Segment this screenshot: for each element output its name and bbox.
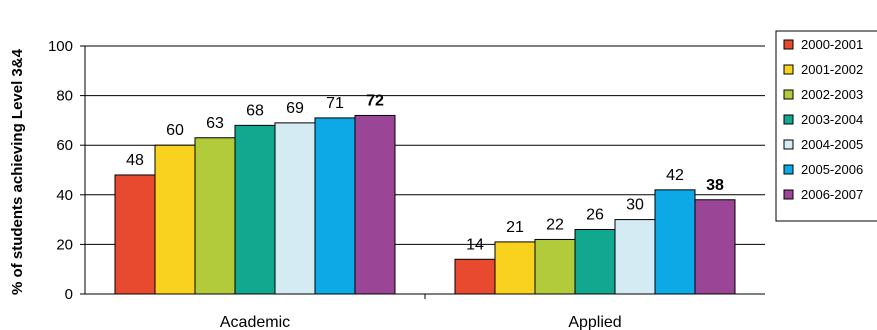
y-tick-label: 40 — [56, 187, 73, 204]
data-label: 14 — [466, 236, 484, 253]
bar-applied-2002-2003 — [534, 238, 576, 295]
category-labels: Academic Applied — [220, 314, 622, 330]
data-label: 72 — [366, 92, 384, 109]
bar-academic-2001-2002 — [154, 144, 196, 295]
legend-swatch — [783, 189, 794, 200]
legend-swatch — [783, 139, 794, 150]
axes — [84, 46, 765, 299]
y-tick-label: 20 — [56, 236, 73, 253]
data-label: 30 — [626, 197, 644, 214]
y-axis-label: % of students achieving Level 3&4 — [9, 48, 26, 295]
y-tick-label: 80 — [56, 88, 73, 105]
legend-label: 2002-2003 — [801, 87, 863, 102]
bar-academic-2005-2006 — [314, 117, 356, 295]
y-tick-label: 60 — [56, 137, 73, 154]
y-tick-label: 100 — [48, 38, 73, 55]
legend-label: 2000-2001 — [801, 37, 863, 52]
data-label: 38 — [706, 177, 724, 194]
legend-box — [775, 30, 877, 222]
data-label: 60 — [166, 122, 184, 139]
legend-label: 2005-2006 — [801, 162, 863, 177]
bar-applied-2006-2007 — [694, 199, 736, 295]
bar-academic-2006-2007 — [354, 114, 396, 295]
bar-applied-2005-2006 — [654, 189, 696, 295]
data-label: 26 — [586, 207, 604, 224]
legend: 2000-2001 2001-2002 2002-2003 2003-2004 2004… — [775, 30, 877, 222]
data-label: 48 — [126, 152, 144, 169]
data-label: 71 — [326, 95, 344, 112]
data-label: 69 — [286, 100, 304, 117]
bar-applied-2004-2005 — [614, 219, 656, 295]
bar-academic-2002-2003 — [194, 137, 236, 295]
bar-academic-2000-2001 — [114, 174, 156, 295]
y-tick-label: 0 — [65, 286, 73, 303]
legend-label: 2003-2004 — [801, 112, 863, 127]
bar-applied-2000-2001 — [454, 258, 496, 295]
data-labels: 48 60 63 68 69 71 72 14 21 22 26 30 42 38 — [126, 92, 724, 253]
data-label: 63 — [206, 115, 224, 132]
data-label: 22 — [546, 216, 564, 233]
bar-academic-2004-2005 — [274, 122, 316, 295]
legend-swatch — [783, 114, 794, 125]
legend-swatch — [783, 64, 794, 75]
legend-swatch — [783, 164, 794, 175]
y-axis-ticks: 0 20 40 60 80 100 — [48, 38, 85, 303]
data-label: 68 — [246, 102, 264, 119]
bar-applied-2003-2004 — [574, 229, 616, 295]
category-label: Applied — [568, 314, 621, 330]
legend-swatch — [783, 89, 794, 100]
legend-label: 2001-2002 — [801, 62, 863, 77]
category-label: Academic — [220, 314, 290, 330]
legend-label: 2004-2005 — [801, 137, 863, 152]
legend-label: 2006-2007 — [801, 187, 863, 202]
bar-applied-2001-2002 — [494, 241, 536, 295]
legend-swatch — [783, 39, 794, 50]
data-label: 21 — [506, 219, 524, 236]
bars — [114, 114, 736, 295]
bar-academic-2003-2004 — [234, 124, 276, 295]
data-label: 42 — [666, 167, 684, 184]
